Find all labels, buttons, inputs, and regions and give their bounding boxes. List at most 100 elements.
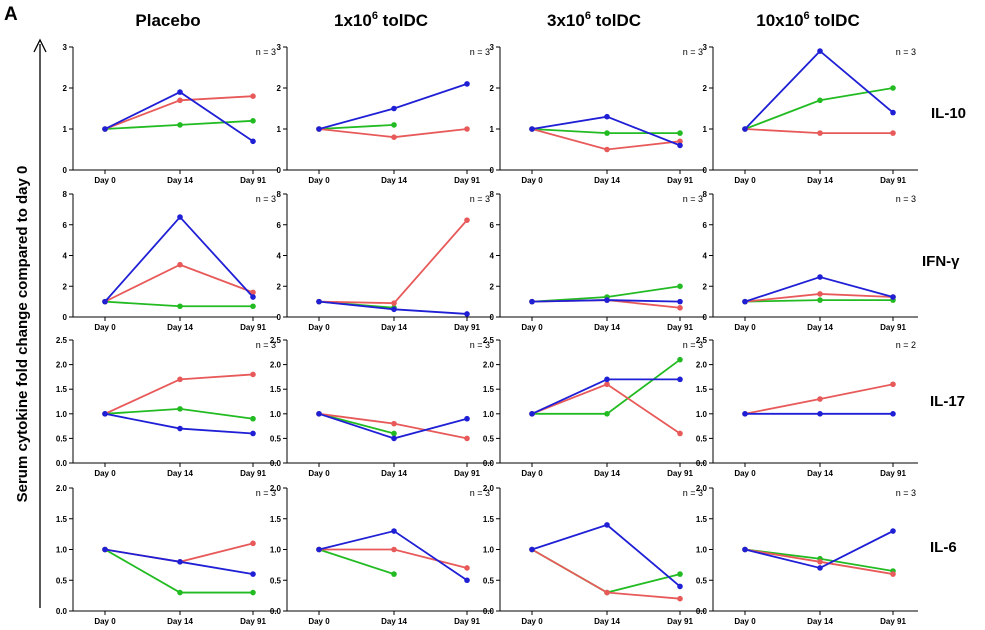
panel-il-10-placebo: 0 1 2 3 Day 0 Day 14 Day 91 n = 3 bbox=[63, 43, 278, 185]
data-point-blue bbox=[102, 411, 108, 417]
data-point-blue bbox=[391, 306, 397, 313]
data-point-green bbox=[604, 130, 610, 136]
y-tick-label: 1.5 bbox=[56, 515, 68, 524]
x-tick-label: Day 0 bbox=[734, 323, 756, 332]
y-tick-label: 1.0 bbox=[56, 410, 68, 419]
y-tick-label: 6 bbox=[277, 221, 282, 230]
n-annotation: n = 2 bbox=[896, 340, 916, 350]
y-tick-label: 2.0 bbox=[696, 361, 708, 370]
y-tick-label: 4 bbox=[63, 252, 68, 261]
x-tick-label: Day 91 bbox=[880, 176, 906, 185]
data-point-red bbox=[890, 571, 896, 577]
panel-il-17-3x10-6-toldc: 0.0 0.5 1.0 1.5 2.0 2.5 Day 0 Day 14 Day 91 n = 3 bbox=[483, 336, 705, 478]
data-point-green bbox=[250, 415, 256, 422]
y-tick-label: 0.5 bbox=[270, 434, 282, 443]
y-tick-label: 6 bbox=[490, 221, 495, 230]
data-point-green bbox=[250, 303, 256, 310]
data-point-blue bbox=[177, 214, 183, 220]
panel-il-6-10x10-6-toldc: 0.0 0.5 1.0 1.5 2.0 Day 0 Day 14 Day 91 n = 3 bbox=[696, 484, 918, 626]
data-point-green bbox=[391, 430, 397, 437]
y-tick-label: 2 bbox=[703, 84, 708, 93]
n-annotation: n = 3 bbox=[256, 340, 276, 350]
x-tick-label: Day 0 bbox=[521, 617, 543, 626]
y-tick-label: 2 bbox=[63, 84, 68, 93]
y-tick-label: 2 bbox=[703, 282, 708, 291]
data-point-blue bbox=[604, 113, 610, 120]
panel-letter: A bbox=[4, 4, 18, 25]
y-tick-label: 1.0 bbox=[696, 546, 708, 555]
y-tick-label: 1.5 bbox=[696, 515, 708, 524]
y-tick-label: 0.5 bbox=[270, 576, 282, 585]
y-tick-label: 1.0 bbox=[270, 410, 282, 419]
data-point-blue bbox=[250, 430, 256, 437]
data-point-red bbox=[464, 217, 470, 223]
data-point-green bbox=[817, 97, 823, 104]
y-tick-label: 0 bbox=[277, 313, 282, 322]
x-tick-label: Day 91 bbox=[667, 469, 693, 478]
n-annotation: n = 3 bbox=[896, 488, 916, 498]
x-tick-label: Day 91 bbox=[240, 617, 266, 626]
data-point-red bbox=[177, 261, 183, 268]
series-line-green bbox=[318, 124, 395, 130]
column-header-1x10-6-toldc: 1x106 tolDC bbox=[334, 10, 428, 30]
y-axis-arrowhead bbox=[33, 38, 47, 53]
y-tick-label: 6 bbox=[63, 221, 68, 230]
data-point-blue bbox=[742, 411, 748, 417]
x-tick-label: Day 91 bbox=[240, 176, 266, 185]
y-tick-label: 4 bbox=[277, 252, 282, 261]
data-point-blue bbox=[890, 411, 896, 417]
panel-il-6-3x10-6-toldc: 0.0 0.5 1.0 1.5 2.0 Day 0 Day 14 Day 91 n = 3 bbox=[483, 484, 705, 626]
data-point-red bbox=[177, 376, 183, 383]
data-point-blue bbox=[177, 425, 183, 432]
y-tick-label: 3 bbox=[277, 43, 282, 52]
y-tick-label: 1.0 bbox=[270, 546, 282, 555]
panel-grid: 0 1 2 3 Day 0 Day 14 Day 91 n = 3 0 1 2 3 Day 0 Day 1… bbox=[56, 43, 918, 626]
data-point-green bbox=[177, 122, 183, 128]
data-point-red bbox=[817, 559, 823, 565]
y-tick-label: 0.0 bbox=[56, 459, 68, 468]
x-tick-label: Day 91 bbox=[454, 176, 480, 185]
n-annotation: n = 3 bbox=[256, 488, 276, 498]
data-point-blue bbox=[817, 48, 823, 54]
n-annotation: n = 3 bbox=[256, 47, 276, 57]
x-tick-label: Day 14 bbox=[807, 469, 833, 478]
panel-il-10-10x10-6-toldc: 0 1 2 3 Day 0 Day 14 Day 91 n = 3 bbox=[703, 43, 918, 185]
data-point-blue bbox=[464, 311, 470, 317]
x-tick-label: Day 0 bbox=[308, 469, 330, 478]
y-tick-label: 1 bbox=[277, 125, 282, 134]
y-tick-label: 0.0 bbox=[483, 607, 495, 616]
data-point-blue bbox=[464, 577, 470, 584]
x-tick-label: Day 0 bbox=[94, 323, 116, 332]
data-point-blue bbox=[529, 126, 535, 132]
data-point-red bbox=[250, 289, 256, 296]
data-point-blue bbox=[529, 298, 535, 305]
y-tick-label: 2.0 bbox=[483, 484, 495, 493]
data-point-green bbox=[817, 297, 823, 303]
x-tick-label: Day 91 bbox=[667, 617, 693, 626]
x-tick-label: Day 0 bbox=[734, 469, 756, 478]
n-annotation: n = 3 bbox=[896, 47, 916, 57]
y-tick-label: 8 bbox=[490, 190, 495, 199]
y-tick-label: 8 bbox=[277, 190, 282, 199]
y-tick-label: 0 bbox=[490, 166, 495, 175]
data-point-blue bbox=[177, 559, 183, 565]
data-point-blue bbox=[391, 105, 397, 112]
n-annotation: n = 3 bbox=[470, 488, 490, 498]
y-tick-label: 1.5 bbox=[483, 385, 495, 394]
x-tick-label: Day 14 bbox=[167, 323, 193, 332]
row-label-il-17: IL-17 bbox=[930, 393, 965, 410]
x-tick-label: Day 91 bbox=[667, 176, 693, 185]
data-point-green bbox=[177, 303, 183, 310]
data-point-red bbox=[604, 146, 610, 153]
y-tick-label: 0.5 bbox=[483, 576, 495, 585]
n-annotation: n = 3 bbox=[470, 340, 490, 350]
n-annotation: n = 3 bbox=[683, 47, 703, 57]
data-point-blue bbox=[817, 565, 823, 571]
x-tick-label: Day 91 bbox=[454, 323, 480, 332]
series-line-green bbox=[531, 548, 681, 594]
data-point-green bbox=[250, 118, 256, 124]
y-tick-label: 0 bbox=[490, 313, 495, 322]
data-point-green bbox=[677, 130, 683, 136]
y-tick-label: 0 bbox=[703, 166, 708, 175]
data-point-blue bbox=[890, 294, 896, 300]
